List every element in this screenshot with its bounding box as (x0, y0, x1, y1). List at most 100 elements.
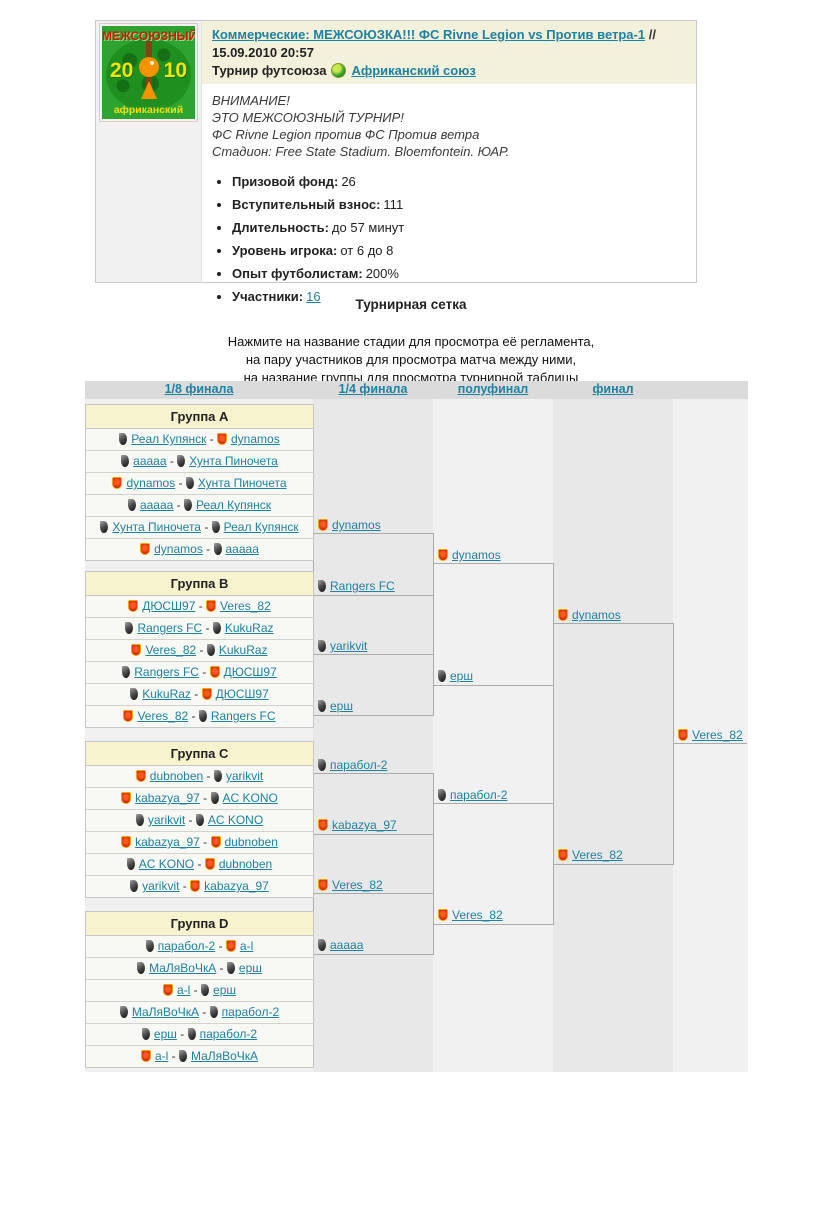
team-link[interactable]: ерш (153, 1027, 177, 1041)
match-row[interactable]: kabazya_97 - AC KONO (86, 788, 313, 810)
match-row[interactable]: ааааа - Реал Купянск (86, 495, 313, 517)
final-entry[interactable]: dynamos (558, 607, 621, 623)
match-row[interactable]: AC KONO - dubnoben (86, 854, 313, 876)
winner-entry[interactable]: Veres_82 (678, 727, 743, 743)
match-row[interactable]: a-l - МаЛяВоЧкА (86, 1046, 313, 1067)
group-header[interactable]: Группа B (86, 572, 313, 596)
quarterfinal-entry[interactable]: ааааа (318, 937, 363, 953)
team-link[interactable]: Хунта Пиночета (189, 454, 278, 468)
team-link[interactable]: ааааа (330, 938, 364, 952)
group-header[interactable]: Группа C (86, 742, 313, 766)
team-link[interactable]: Хунта Пиночета (197, 476, 287, 490)
semifinal-entry[interactable]: ерш (438, 668, 473, 684)
team-link[interactable]: ДЮСШ97 (215, 687, 269, 701)
team-link[interactable]: МаЛяВоЧкА (190, 1049, 259, 1063)
team-link[interactable]: Реал Купянск (223, 520, 299, 534)
team-link[interactable]: Veres_82 (220, 599, 271, 613)
team-link[interactable]: МаЛяВоЧкА (131, 1005, 199, 1019)
team-link[interactable]: ерш (213, 983, 236, 997)
team-link[interactable]: yarikvit (147, 813, 186, 827)
team-link[interactable]: kabazya_97 (135, 835, 200, 849)
team-link[interactable]: ааааа (139, 498, 174, 512)
team-link[interactable]: dubnoben (224, 835, 278, 849)
team-link[interactable]: Veres_82 (572, 848, 623, 862)
team-link[interactable]: kabazya_97 (135, 791, 200, 805)
team-link[interactable]: парабол-2 (157, 939, 216, 953)
quarterfinal-entry[interactable]: Veres_82 (318, 877, 383, 893)
match-row[interactable]: KukuRaz - ДЮСШ97 (86, 684, 313, 706)
match-row[interactable]: парабол-2 - a-l (86, 936, 313, 958)
team-link[interactable]: dubnoben (149, 769, 204, 783)
team-link[interactable]: Veres_82 (137, 709, 189, 723)
match-row[interactable]: dubnoben - yarikvit (86, 766, 313, 788)
team-link[interactable]: Rangers FC (210, 709, 276, 723)
team-link[interactable]: ерш (238, 961, 262, 975)
group-header[interactable]: Группа D (86, 912, 313, 936)
team-link[interactable]: Реал Купянск (196, 498, 272, 512)
team-link[interactable]: Veres_82 (332, 878, 383, 892)
team-link[interactable]: парабол-2 (330, 758, 388, 772)
match-row[interactable]: Реал Купянск - dynamos (86, 429, 313, 451)
match-row[interactable]: МаЛяВоЧкА - ерш (86, 958, 313, 980)
team-link[interactable]: dynamos (452, 548, 501, 562)
match-row[interactable]: dynamos - ааааа (86, 539, 313, 560)
team-link[interactable]: kabazya_97 (332, 818, 397, 832)
quarterfinal-entry[interactable]: dynamos (318, 517, 381, 533)
team-link[interactable]: dynamos (154, 542, 203, 556)
stage-link-semi[interactable]: полуфинал (457, 382, 529, 396)
team-link[interactable]: Veres_82 (145, 643, 197, 657)
group-header[interactable]: Группа A (86, 405, 313, 429)
match-row[interactable]: Rangers FC - KukuRaz (86, 618, 313, 640)
tournament-title-link[interactable]: Коммерческие: МЕЖСОЮЗКА!!! ФС Rivne Legi… (212, 27, 646, 42)
team-link[interactable]: Хунта Пиночета (112, 520, 201, 534)
team-link[interactable]: Реал Купянск (131, 432, 207, 446)
team-link[interactable]: yarikvit (330, 639, 368, 653)
participants-link[interactable]: 16 (306, 289, 321, 304)
team-link[interactable]: парабол-2 (199, 1027, 258, 1041)
stage-link-final[interactable]: финал (592, 382, 634, 396)
team-link[interactable]: ерш (330, 699, 353, 713)
match-row[interactable]: Хунта Пиночета - Реал Купянск (86, 517, 313, 539)
team-link[interactable]: AC KONO (222, 791, 278, 805)
semifinal-entry[interactable]: парабол-2 (438, 787, 507, 803)
team-link[interactable]: Veres_82 (452, 908, 503, 922)
team-link[interactable]: парабол-2 (450, 788, 508, 802)
team-link[interactable]: ДЮСШ97 (223, 665, 277, 679)
team-link[interactable]: yarikvit (225, 769, 264, 783)
team-link[interactable]: KukuRaz (142, 687, 191, 701)
team-link[interactable]: dynamos (572, 608, 621, 622)
match-row[interactable]: Rangers FC - ДЮСШ97 (86, 662, 313, 684)
match-row[interactable]: yarikvit - AC KONO (86, 810, 313, 832)
semifinal-entry[interactable]: Veres_82 (438, 907, 503, 923)
team-link[interactable]: AC KONO (207, 813, 264, 827)
team-link[interactable]: a-l (177, 983, 191, 997)
quarterfinal-entry[interactable]: kabazya_97 (318, 817, 397, 833)
team-link[interactable]: a-l (239, 939, 254, 953)
team-link[interactable]: Rangers FC (137, 621, 203, 635)
match-row[interactable]: МаЛяВоЧкА - парабол-2 (86, 1002, 313, 1024)
team-link[interactable]: KukuRaz (224, 621, 274, 635)
match-row[interactable]: yarikvit - kabazya_97 (86, 876, 313, 897)
team-link[interactable]: ерш (450, 669, 473, 683)
stage-link-1-4[interactable]: 1/4 финала (338, 382, 408, 396)
team-link[interactable]: dubnoben (218, 857, 273, 871)
team-link[interactable]: Rangers FC (330, 579, 395, 593)
team-link[interactable]: ДЮСШ97 (142, 599, 196, 613)
team-link[interactable]: AC KONO (138, 857, 195, 871)
team-link[interactable]: парабол-2 (221, 1005, 280, 1019)
match-row[interactable]: kabazya_97 - dubnoben (86, 832, 313, 854)
team-link[interactable]: Rangers FC (134, 665, 199, 679)
quarterfinal-entry[interactable]: ерш (318, 698, 353, 714)
team-link[interactable]: dynamos (231, 432, 280, 446)
team-link[interactable]: ааааа (133, 454, 167, 468)
team-link[interactable]: KukuRaz (218, 643, 268, 657)
quarterfinal-entry[interactable]: Rangers FC (318, 578, 395, 594)
team-link[interactable]: МаЛяВоЧкА (149, 961, 217, 975)
match-row[interactable]: ерш - парабол-2 (86, 1024, 313, 1046)
team-link[interactable]: Veres_82 (692, 728, 743, 742)
team-link[interactable]: dynamos (332, 518, 381, 532)
team-link[interactable]: yarikvit (142, 879, 180, 893)
team-link[interactable]: kabazya_97 (204, 879, 269, 893)
match-row[interactable]: Veres_82 - KukuRaz (86, 640, 313, 662)
stage-link-1-8[interactable]: 1/8 финала (164, 382, 234, 396)
